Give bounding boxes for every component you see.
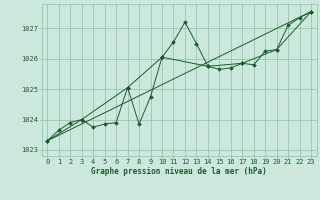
X-axis label: Graphe pression niveau de la mer (hPa): Graphe pression niveau de la mer (hPa) [91,167,267,176]
